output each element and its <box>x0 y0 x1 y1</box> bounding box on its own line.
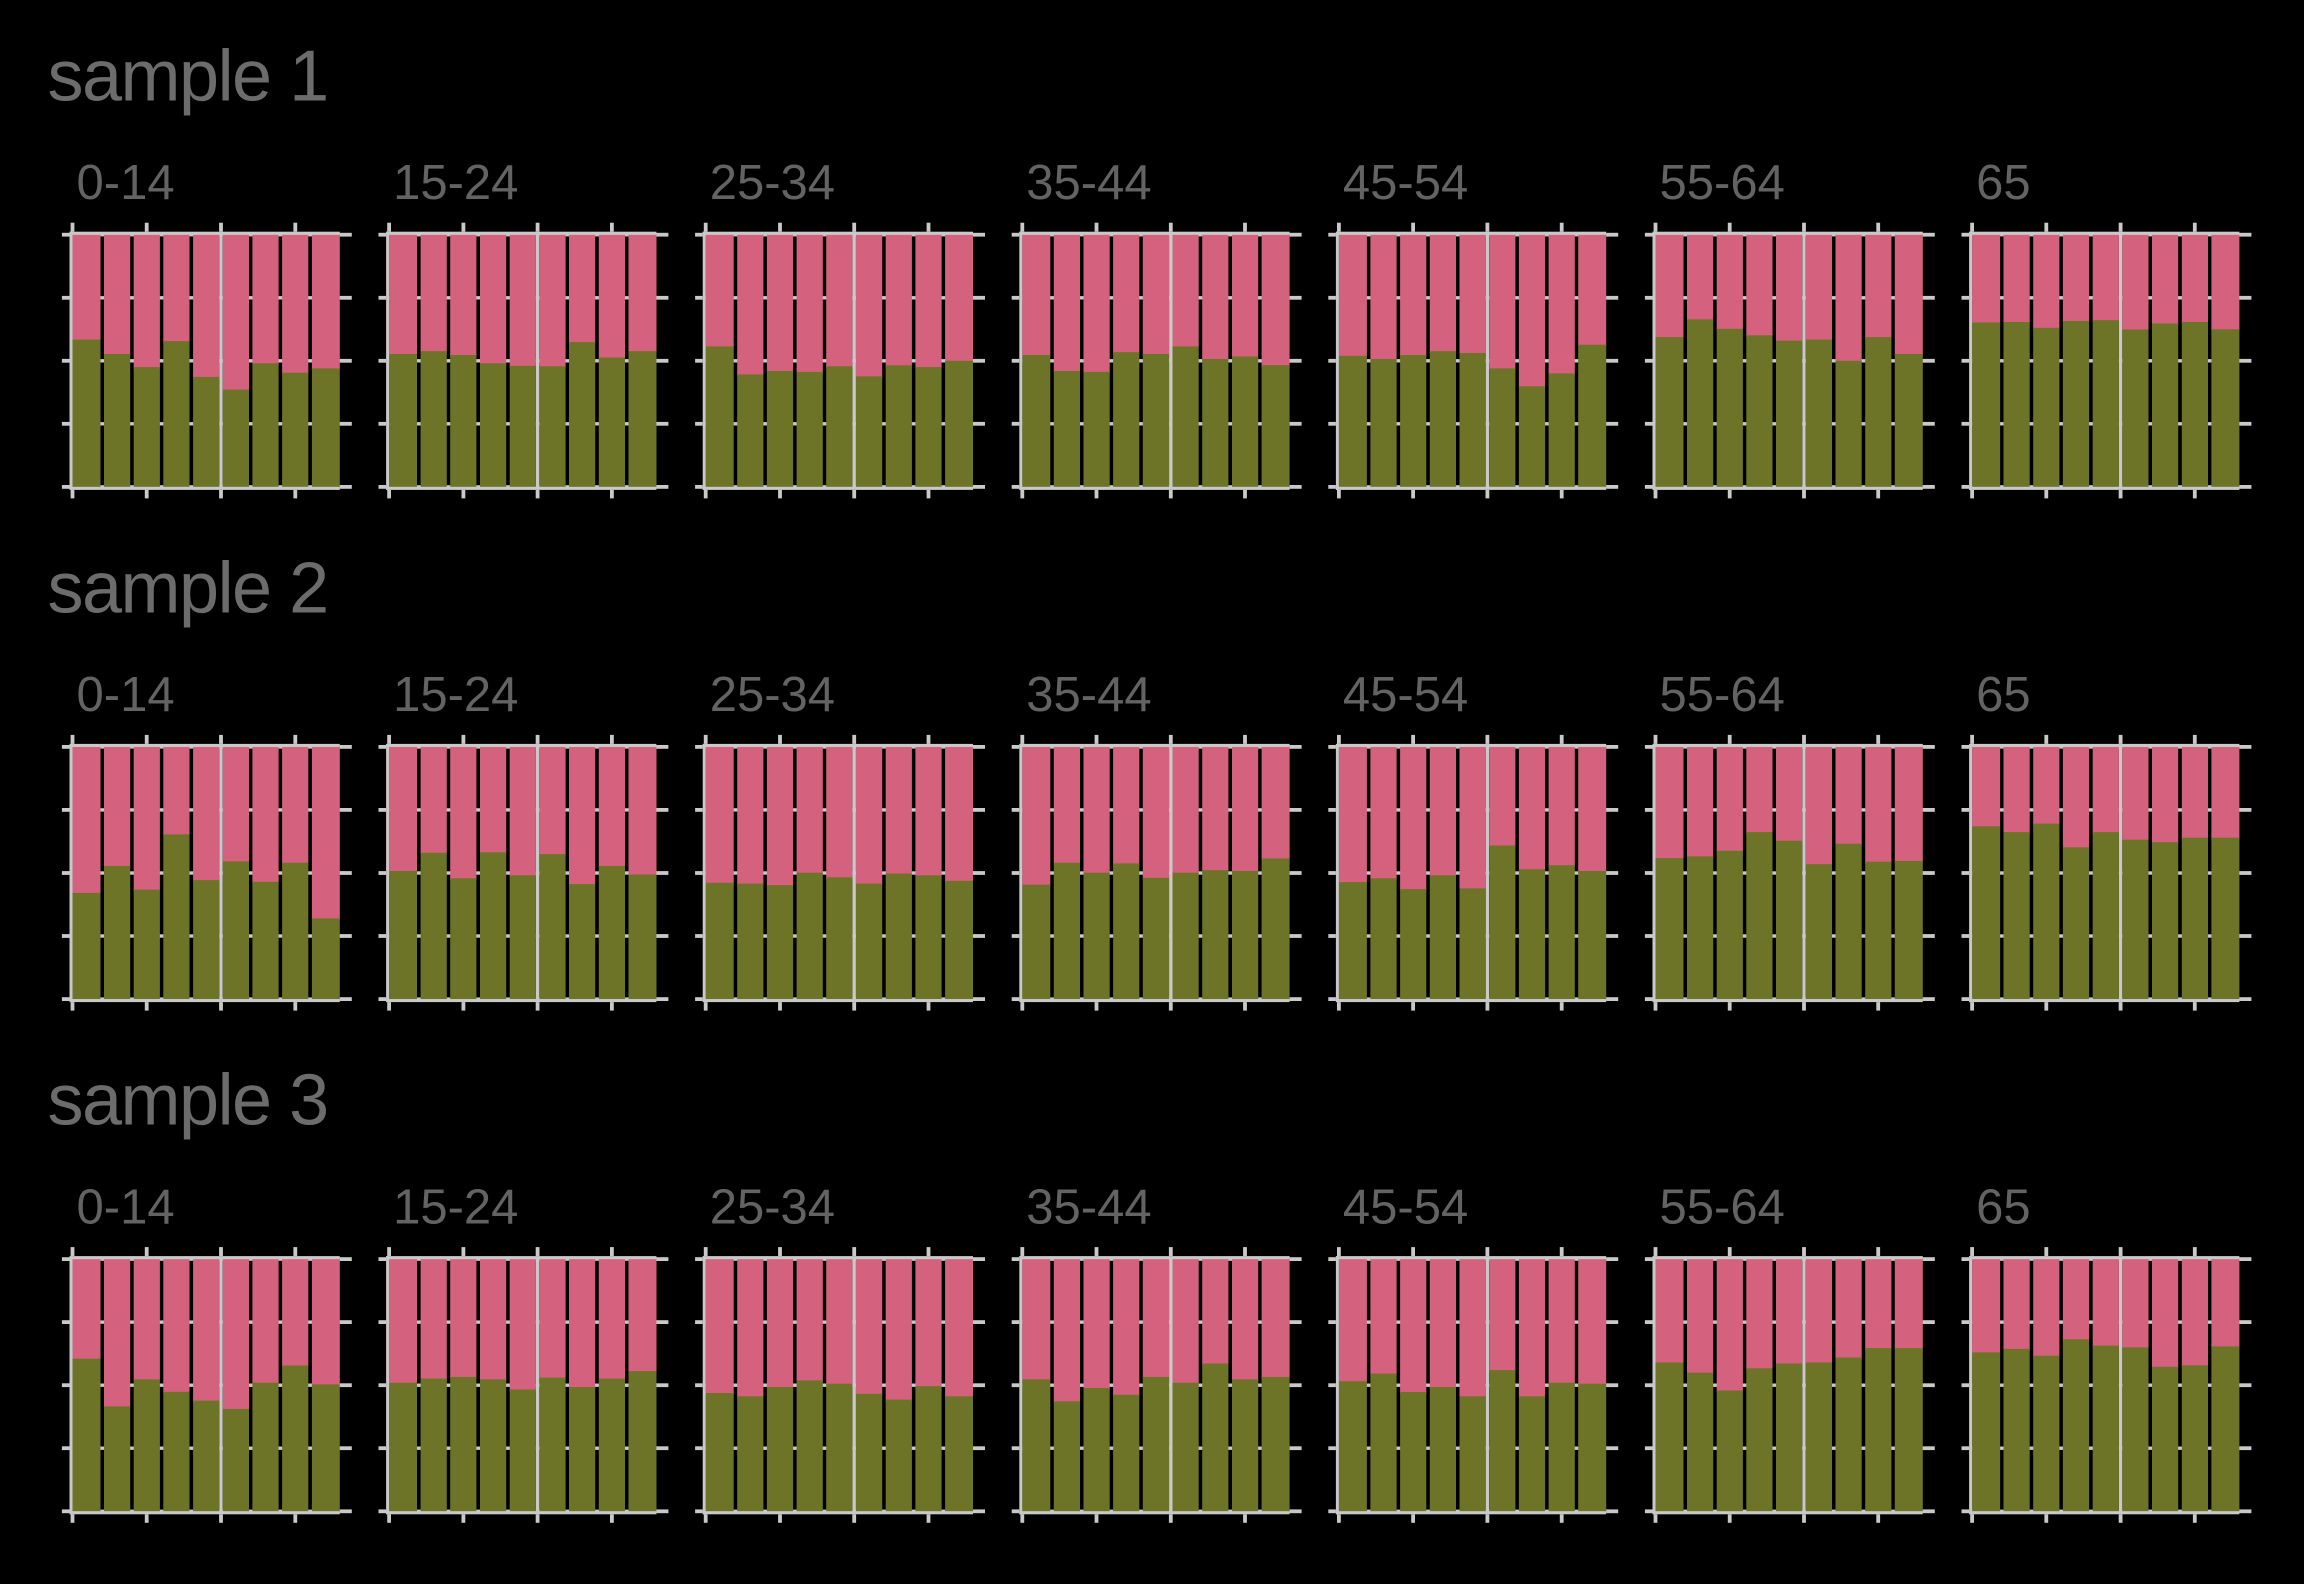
svg-text:0-14: 0-14 <box>77 156 175 210</box>
svg-text:55-64: 55-64 <box>1660 156 1785 210</box>
svg-text:35-44: 35-44 <box>1026 1180 1151 1234</box>
svg-text:0-14: 0-14 <box>77 668 175 722</box>
svg-text:sample 2: sample 2 <box>48 549 328 629</box>
svg-text:sample 1: sample 1 <box>48 36 328 116</box>
svg-text:sample 3: sample 3 <box>48 1061 328 1141</box>
svg-text:55-64: 55-64 <box>1660 668 1785 722</box>
svg-text:35-44: 35-44 <box>1026 668 1151 722</box>
svg-text:65: 65 <box>1976 156 2031 210</box>
svg-text:35-44: 35-44 <box>1026 156 1151 210</box>
svg-text:15-24: 15-24 <box>393 668 518 722</box>
svg-text:45-54: 45-54 <box>1343 668 1468 722</box>
svg-text:15-24: 15-24 <box>393 156 518 210</box>
svg-text:65: 65 <box>1976 668 2031 722</box>
svg-text:25-34: 25-34 <box>710 668 835 722</box>
svg-text:45-54: 45-54 <box>1343 156 1468 210</box>
svg-text:0-14: 0-14 <box>77 1180 175 1234</box>
svg-text:25-34: 25-34 <box>710 1180 835 1234</box>
svg-text:65: 65 <box>1976 1180 2031 1234</box>
svg-text:25-34: 25-34 <box>710 156 835 210</box>
svg-text:55-64: 55-64 <box>1660 1180 1785 1234</box>
svg-text:15-24: 15-24 <box>393 1180 518 1234</box>
svg-text:45-54: 45-54 <box>1343 1180 1468 1234</box>
